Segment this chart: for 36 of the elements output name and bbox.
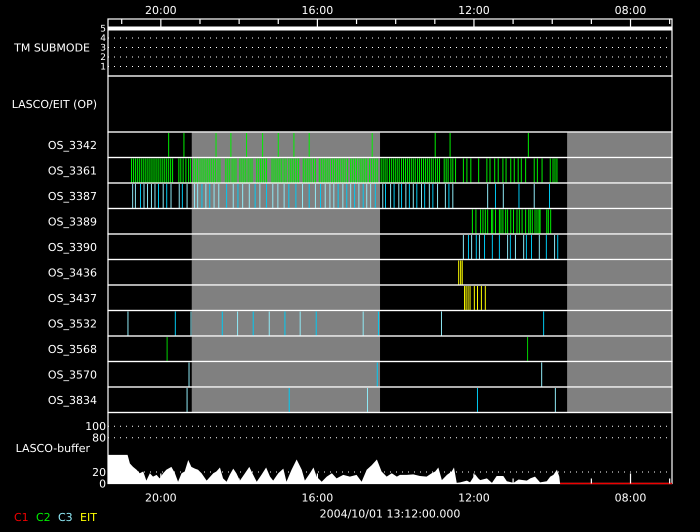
x-tick-label: 20:00 bbox=[144, 4, 177, 17]
y-axis-title: OS_3834 bbox=[48, 394, 97, 407]
y-tick-label: 5 bbox=[100, 24, 106, 35]
y-axis-title: LASCO-buffer bbox=[16, 442, 90, 455]
x-tick-label: 16:00 bbox=[302, 492, 334, 504]
x-tick-label: 20:00 bbox=[144, 492, 177, 504]
category-label: C2 bbox=[36, 511, 51, 524]
y-axis-title: OS_3437 bbox=[48, 292, 97, 305]
y-axis-title: OS_3568 bbox=[48, 342, 97, 356]
y-tick-label: 4 bbox=[100, 34, 106, 44]
y-axis-title: OS_3361 bbox=[48, 164, 97, 178]
x-tick-label: 16:00 bbox=[302, 4, 334, 17]
y-tick-label: 80 bbox=[92, 432, 106, 445]
y-axis-title: TM SUBMODE bbox=[13, 42, 90, 54]
category-label: C1 bbox=[14, 511, 29, 524]
y-axis-title: OS_3570 bbox=[48, 368, 97, 382]
x-tick-label: 12:00 bbox=[458, 492, 490, 504]
y-tick-label: 100 bbox=[85, 420, 106, 434]
y-axis-title: OS_3387 bbox=[48, 190, 97, 203]
y-tick-label: 0 bbox=[99, 477, 106, 490]
y-tick-label: 20 bbox=[92, 466, 106, 479]
y-tick-label: 3 bbox=[100, 44, 106, 54]
x-axis-title: 2004/10/01 13:12:00.000 bbox=[320, 508, 460, 520]
y-axis-title: OS_3342 bbox=[48, 138, 97, 152]
x-tick-label: 08:00 bbox=[614, 4, 646, 17]
y-axis-title: OS_3436 bbox=[48, 266, 97, 280]
category-label: C3 bbox=[58, 511, 73, 524]
y-axis-title: OS_3389 bbox=[48, 215, 97, 228]
x-tick-label: 12:00 bbox=[458, 4, 490, 17]
y-axis-title: OS_3532 bbox=[48, 317, 97, 330]
y-tick-label: 1 bbox=[100, 62, 106, 73]
x-tick-label: 08:00 bbox=[614, 492, 646, 504]
y-axis-title: OS_3390 bbox=[48, 240, 97, 254]
category-label: EIT bbox=[80, 511, 98, 524]
text: LASCO/EIT (OP) bbox=[12, 98, 97, 111]
y-tick-label: 2 bbox=[100, 53, 106, 64]
